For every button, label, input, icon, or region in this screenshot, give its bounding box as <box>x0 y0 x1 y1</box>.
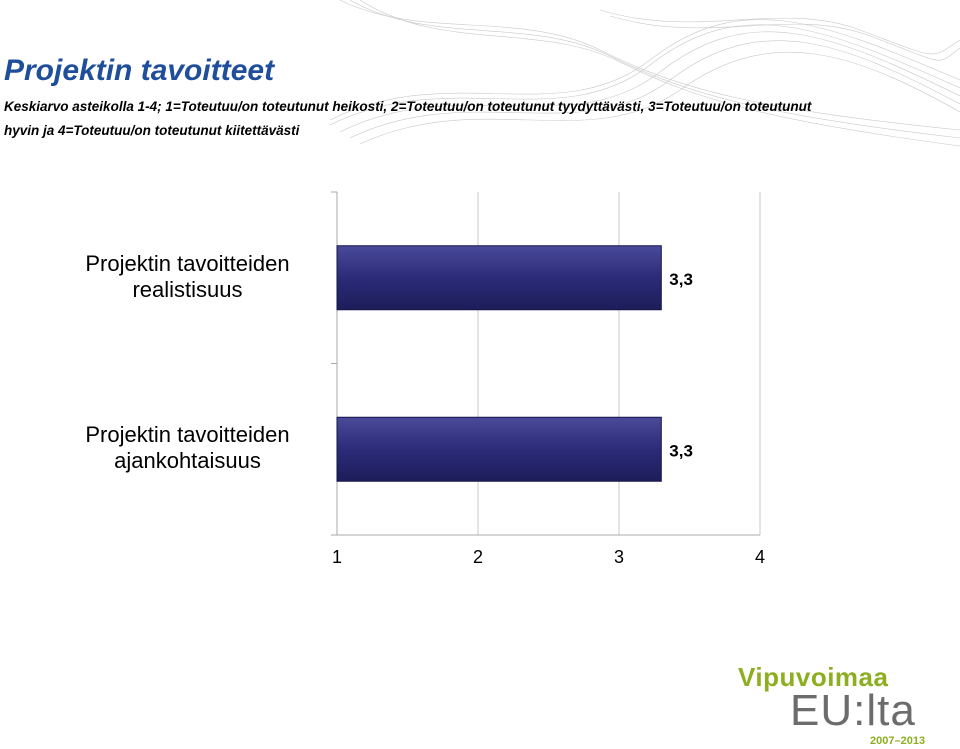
x-tick-label: 1 <box>332 547 342 567</box>
y-tick-label: Projektin tavoitteiden ajankohtaisuus <box>85 422 290 474</box>
y-tick-label: Projektin tavoitteiden realistisuus <box>85 250 290 302</box>
bar <box>336 245 662 311</box>
x-tick-label: 3 <box>614 547 624 567</box>
value-label: 3,3 <box>669 270 693 289</box>
chart-title: Projektin tavoitteet <box>4 54 275 87</box>
chart-subtitle: Keskiarvo asteikolla 1-4; 1=Toteutuu/on … <box>4 99 812 138</box>
x-tick-label: 2 <box>473 547 483 567</box>
bar <box>336 416 662 482</box>
value-label: 3,3 <box>669 441 693 460</box>
x-tick-label: 4 <box>755 547 765 567</box>
ribbon-decoration <box>329 0 960 147</box>
logo-text: Vipuvoimaa <box>738 662 889 692</box>
logo-years: 2007–2013 <box>870 735 926 747</box>
logo-text: EU:lta <box>790 686 916 735</box>
